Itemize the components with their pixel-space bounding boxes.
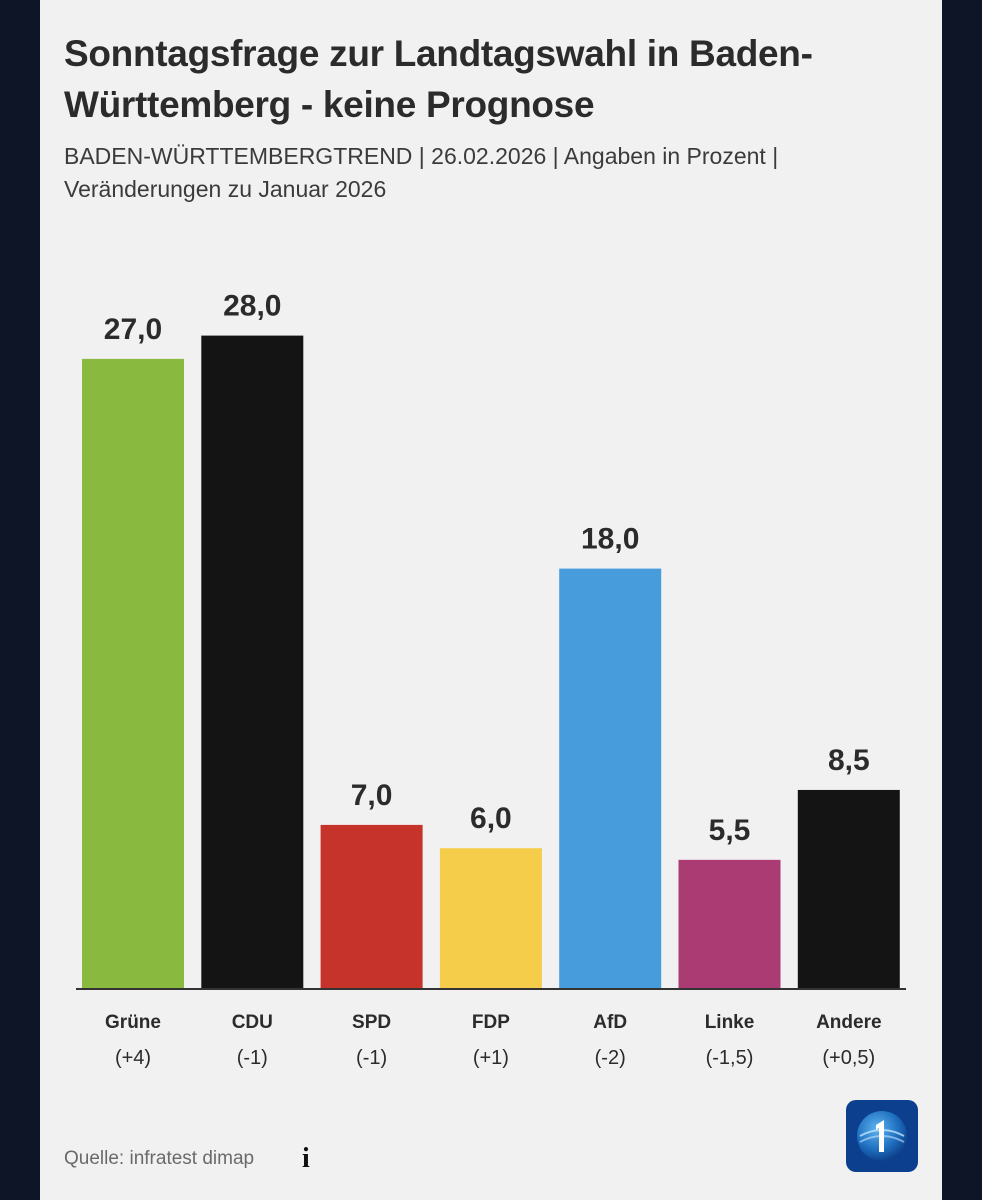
source-label: Quelle: infratest dimap bbox=[64, 1148, 255, 1169]
bar-linke[interactable] bbox=[678, 859, 781, 988]
bar-grne[interactable] bbox=[82, 358, 184, 988]
ard-tagesschau-logo bbox=[846, 1100, 918, 1172]
chart-title: Sonntagsfrage zur Landtagswahl in Baden-… bbox=[64, 33, 813, 125]
category-label: Linke bbox=[705, 1012, 755, 1033]
category-label: CDU bbox=[232, 1012, 273, 1033]
bar-chart: 27,0 Grüne (+4) 28,0 CDU (-1) 7,0 SPD (-1) 6,0 FDP… bbox=[76, 290, 906, 1069]
change-label: (+4) bbox=[115, 1047, 151, 1069]
bar-afd[interactable] bbox=[559, 568, 662, 988]
category-label: Grüne bbox=[105, 1012, 161, 1033]
value-label: 8,5 bbox=[828, 744, 870, 777]
value-label: 18,0 bbox=[581, 523, 639, 556]
value-label: 28,0 bbox=[223, 290, 281, 323]
value-label: 6,0 bbox=[470, 802, 512, 835]
value-label: 7,0 bbox=[351, 779, 393, 812]
category-label: AfD bbox=[593, 1012, 627, 1033]
bar-andere[interactable] bbox=[797, 789, 900, 988]
bar-fdp[interactable] bbox=[439, 848, 542, 988]
category-label: SPD bbox=[352, 1012, 391, 1033]
bar-cdu[interactable] bbox=[201, 335, 304, 989]
info-icon[interactable]: i bbox=[302, 1143, 310, 1174]
value-label: 27,0 bbox=[104, 313, 162, 346]
chart-subtitle: BADEN-WÜRTTEMBERGTREND | 26.02.2026 | An… bbox=[64, 143, 779, 202]
chart-card: Sonntagsfrage zur Landtagswahl in Baden-… bbox=[40, 0, 942, 1200]
change-label: (-1) bbox=[237, 1047, 268, 1069]
category-label: FDP bbox=[472, 1012, 510, 1033]
change-label: (-1) bbox=[356, 1047, 387, 1069]
change-label: (+1) bbox=[473, 1047, 509, 1069]
category-label: Andere bbox=[816, 1012, 881, 1033]
change-label: (-2) bbox=[595, 1047, 626, 1069]
change-label: (-1,5) bbox=[706, 1047, 754, 1069]
value-label: 5,5 bbox=[709, 814, 751, 847]
bar-spd[interactable] bbox=[320, 824, 423, 988]
change-label: (+0,5) bbox=[822, 1047, 875, 1069]
